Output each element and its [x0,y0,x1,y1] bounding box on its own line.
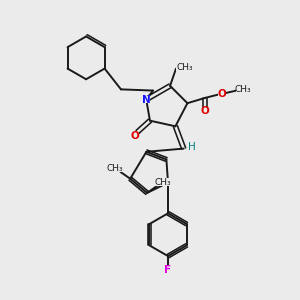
Text: CH₃: CH₃ [154,178,171,187]
Text: O: O [217,89,226,99]
Text: CH₃: CH₃ [235,85,252,94]
FancyBboxPatch shape [143,96,149,103]
FancyBboxPatch shape [165,266,171,274]
Text: H: H [188,142,196,152]
Text: CH₃: CH₃ [176,63,193,72]
Text: N: N [142,94,151,105]
FancyBboxPatch shape [165,179,171,186]
Text: O: O [201,106,210,116]
Text: CH₃: CH₃ [106,164,123,172]
FancyBboxPatch shape [176,63,193,71]
FancyBboxPatch shape [154,178,172,186]
Text: O: O [131,130,140,140]
FancyBboxPatch shape [236,86,251,92]
FancyBboxPatch shape [106,164,123,172]
FancyBboxPatch shape [132,132,138,139]
FancyBboxPatch shape [202,108,208,115]
Text: F: F [164,265,172,275]
FancyBboxPatch shape [218,90,225,97]
Text: N: N [164,178,172,188]
